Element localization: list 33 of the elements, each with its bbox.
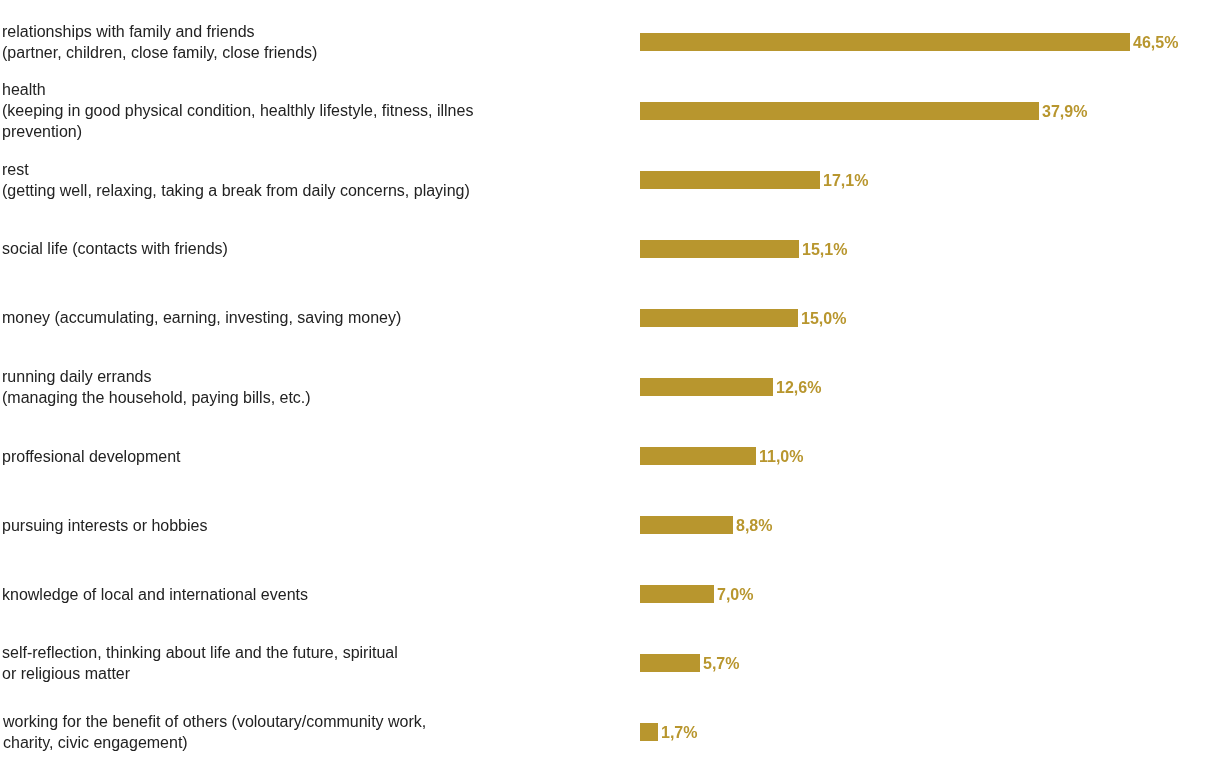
bar — [640, 447, 756, 465]
bar — [640, 516, 733, 534]
y-tick-label: relationships with family and friends (partner, children, close family, close friends) — [2, 23, 318, 61]
bar — [640, 585, 714, 603]
bar — [640, 102, 1039, 120]
y-tick-label: health (keeping in good physical condition, healthly lifestyle, fitness, illnes prevention) — [2, 81, 474, 140]
data-label: 15,1% — [802, 240, 848, 258]
data-label: 1,7% — [661, 723, 698, 741]
data-label: 12,6% — [776, 378, 822, 396]
bar — [640, 378, 773, 396]
data-label: 11,0% — [759, 447, 804, 465]
data-label: 8,8% — [736, 516, 773, 534]
data-label: 5,7% — [703, 654, 740, 672]
bar — [640, 654, 700, 672]
data-label: 15,0% — [801, 309, 847, 327]
y-tick-label: knowledge of local and international events — [2, 586, 308, 603]
bar — [640, 723, 658, 741]
y-tick-label: social life (contacts with friends) — [2, 240, 228, 257]
bar — [640, 309, 798, 327]
y-tick-label: working for the benefit of others (voloutary/community work, charity, civic engagement) — [2, 713, 427, 751]
data-label: 37,9% — [1042, 102, 1088, 120]
bar — [640, 240, 799, 258]
y-tick-label: running daily errands (managing the household, paying bills, etc.) — [2, 368, 311, 406]
y-tick-label: proffesional development — [2, 448, 182, 465]
data-label: 7,0% — [717, 585, 754, 603]
y-tick-label: pursuing interests or hobbies — [2, 517, 208, 534]
y-tick-label: money (accumulating, earning, investing, saving money) — [2, 309, 402, 326]
bar — [640, 33, 1130, 51]
y-tick-label: rest (getting well, relaxing, taking a break from daily concerns, playing) — [2, 161, 470, 199]
data-label: 17,1% — [823, 171, 869, 189]
bar — [640, 171, 820, 189]
y-tick-label: self-reflection, thinking about life and the future, spiritual or religious matter — [2, 644, 398, 682]
data-label: 46,5% — [1133, 33, 1179, 51]
